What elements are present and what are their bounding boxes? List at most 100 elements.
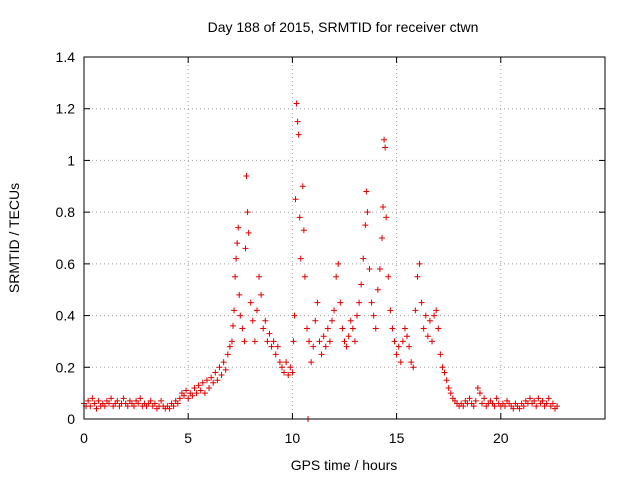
data-point xyxy=(441,369,448,376)
data-point xyxy=(222,366,229,373)
data-point xyxy=(270,338,277,345)
data-point xyxy=(137,395,144,402)
data-point xyxy=(320,333,327,340)
data-point xyxy=(443,377,450,384)
data-point xyxy=(474,384,481,391)
data-point xyxy=(314,299,321,306)
data-point xyxy=(256,273,263,280)
data-point xyxy=(301,273,308,280)
data-point xyxy=(368,299,375,306)
data-point xyxy=(431,312,438,319)
data-point xyxy=(337,299,344,306)
data-point xyxy=(382,144,389,151)
data-point xyxy=(385,273,392,280)
data-point xyxy=(283,359,290,366)
data-point xyxy=(335,260,342,267)
data-point xyxy=(397,359,404,366)
x-tick-label: 5 xyxy=(184,430,192,446)
data-point xyxy=(362,222,369,229)
data-point xyxy=(535,395,542,402)
data-point xyxy=(399,338,406,345)
data-point xyxy=(470,403,477,410)
data-point xyxy=(228,338,235,345)
data-point xyxy=(191,384,198,391)
y-tick-label: 1 xyxy=(67,152,75,168)
data-point xyxy=(412,307,419,314)
data-point xyxy=(287,364,294,371)
data-point xyxy=(231,307,238,314)
data-point xyxy=(310,343,317,350)
data-point xyxy=(185,395,192,402)
data-point xyxy=(549,400,556,407)
data-point xyxy=(193,390,200,397)
data-point xyxy=(493,395,500,402)
data-point xyxy=(87,403,94,410)
data-point xyxy=(345,333,352,340)
data-point xyxy=(181,392,188,399)
data-point xyxy=(347,317,354,324)
data-point xyxy=(120,395,127,402)
data-point xyxy=(366,266,373,273)
data-point xyxy=(264,338,271,345)
data-point xyxy=(531,397,538,404)
data-point xyxy=(435,325,442,332)
data-point xyxy=(258,291,265,298)
data-point xyxy=(106,400,113,407)
axis-ticks: 0 0.2 0.4 0.6 0.8 1 1.2 1.4 0 5 10 15 20 xyxy=(56,49,605,446)
data-point xyxy=(429,338,436,345)
data-point xyxy=(189,392,196,399)
data-point xyxy=(479,400,486,407)
data-point xyxy=(244,209,251,216)
data-point xyxy=(297,255,304,262)
data-point xyxy=(245,229,252,236)
data-point xyxy=(214,377,221,384)
data-point xyxy=(374,286,381,293)
data-point xyxy=(437,351,444,358)
data-point xyxy=(176,395,183,402)
x-tick-label: 20 xyxy=(493,430,509,446)
x-tick-label: 10 xyxy=(285,430,301,446)
data-point xyxy=(268,343,275,350)
data-point xyxy=(208,374,215,381)
plot-frame xyxy=(83,56,606,420)
x-axis-label: GPS time / hours xyxy=(291,457,398,473)
data-point xyxy=(285,372,292,379)
data-point xyxy=(466,395,473,402)
data-point xyxy=(331,307,338,314)
data-point xyxy=(230,322,237,329)
data-point xyxy=(303,325,310,332)
data-point xyxy=(420,325,427,332)
data-point xyxy=(445,384,452,391)
data-point xyxy=(380,203,387,210)
data-point xyxy=(395,343,402,350)
data-point xyxy=(183,387,190,394)
data-point xyxy=(235,224,242,231)
data-point xyxy=(295,131,302,138)
data-point xyxy=(343,343,350,350)
data-point xyxy=(418,299,425,306)
data-point xyxy=(166,405,173,412)
data-point xyxy=(358,281,365,288)
y-tick-label: 1.4 xyxy=(56,49,76,65)
data-point xyxy=(520,403,527,410)
data-point xyxy=(241,338,248,345)
data-point xyxy=(212,369,219,376)
data-point xyxy=(85,397,92,404)
data-point xyxy=(276,359,283,366)
y-tick-label: 0.6 xyxy=(56,256,76,272)
data-point xyxy=(293,100,300,107)
data-point xyxy=(232,273,239,280)
data-point xyxy=(290,338,297,345)
data-point xyxy=(308,359,315,366)
data-point xyxy=(300,227,307,234)
data-point xyxy=(526,395,533,402)
data-point xyxy=(476,390,483,397)
data-point xyxy=(372,325,379,332)
y-tick-label: 0.2 xyxy=(56,359,76,375)
data-point xyxy=(356,299,363,306)
data-point xyxy=(370,312,377,319)
data-point xyxy=(299,183,306,190)
data-point xyxy=(533,403,540,410)
data-point xyxy=(170,403,177,410)
